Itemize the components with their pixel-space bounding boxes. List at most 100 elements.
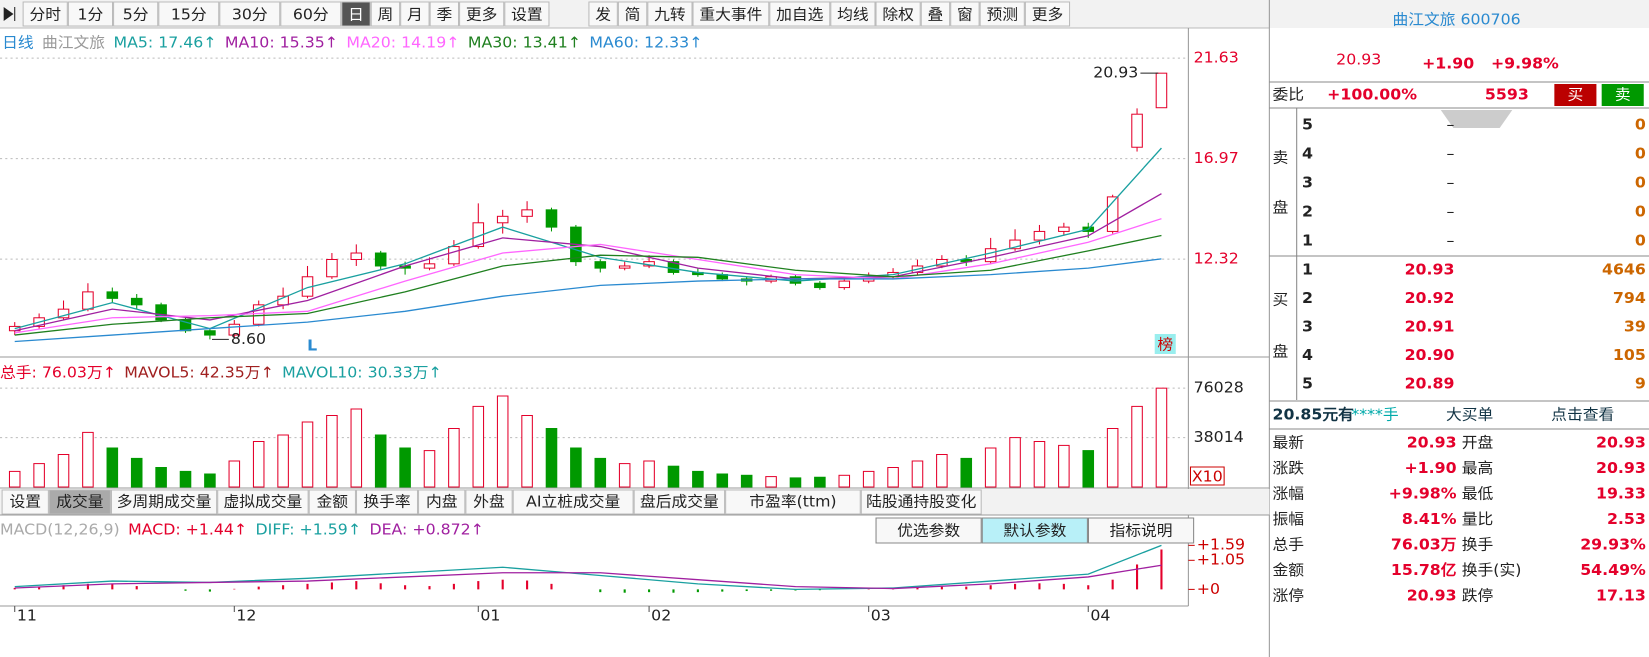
sell-button[interactable]: 卖 bbox=[1615, 86, 1631, 104]
toolbar-button-bg[interactable] bbox=[692, 1, 770, 27]
tab-bg[interactable] bbox=[465, 489, 513, 515]
candle-body bbox=[106, 291, 119, 299]
toolbar-button[interactable]: 设置 bbox=[511, 6, 543, 24]
indicator-button-bg[interactable] bbox=[1087, 517, 1195, 544]
stat-value: 76.03万 bbox=[1391, 536, 1457, 554]
bang-mark[interactable]: 榜 bbox=[1157, 336, 1173, 354]
collapse-icon[interactable] bbox=[1440, 110, 1513, 128]
indicator-button[interactable]: 指标说明 bbox=[1110, 522, 1173, 540]
toolbar-button[interactable]: 均线 bbox=[837, 6, 869, 24]
toolbar-button-bg[interactable] bbox=[617, 1, 648, 27]
toolbar-button-bg[interactable] bbox=[875, 1, 921, 27]
tab[interactable]: 市盈率(ttm) bbox=[749, 493, 836, 511]
toolbar-button[interactable]: 15分 bbox=[171, 6, 207, 24]
toolbar-button[interactable]: 周 bbox=[378, 6, 394, 24]
toolbar-button-bg[interactable] bbox=[429, 1, 460, 27]
toolbar-button-bg[interactable] bbox=[647, 1, 693, 27]
tab-bg[interactable] bbox=[512, 489, 634, 515]
tab-bg[interactable] bbox=[110, 489, 218, 515]
tab[interactable]: 换手率 bbox=[363, 493, 410, 511]
toolbar-button-bg[interactable] bbox=[113, 1, 159, 27]
tab[interactable]: 内盘 bbox=[426, 492, 458, 511]
tab[interactable]: 陆股通持股变化 bbox=[866, 493, 976, 511]
candle-body bbox=[667, 261, 680, 273]
level: 3 bbox=[1302, 318, 1313, 336]
toolbar-button-bg[interactable] bbox=[830, 1, 876, 27]
tab-bg[interactable] bbox=[1, 489, 49, 515]
tab-bg[interactable] bbox=[725, 489, 861, 515]
toolbar-button-bg[interactable] bbox=[158, 1, 220, 27]
tab[interactable]: 外盘 bbox=[473, 492, 505, 511]
toolbar-button-bg[interactable] bbox=[400, 1, 430, 27]
level: 5 bbox=[1302, 375, 1313, 393]
tab-bg[interactable] bbox=[308, 489, 356, 515]
tab[interactable]: 多周期成交量 bbox=[117, 493, 212, 511]
toolbar-button[interactable]: 30分 bbox=[232, 6, 268, 24]
toolbar-button[interactable]: 更多 bbox=[466, 6, 498, 24]
level: 4 bbox=[1302, 145, 1313, 163]
toolbar-button-bg[interactable] bbox=[67, 1, 114, 27]
toolbar-button[interactable]: 分时 bbox=[29, 6, 61, 24]
toolbar-button[interactable]: 预测 bbox=[986, 6, 1018, 24]
buy-button[interactable]: 买 bbox=[1568, 86, 1584, 104]
tab-bg[interactable] bbox=[418, 489, 466, 515]
level-volume: 9 bbox=[1635, 375, 1646, 393]
level: 2 bbox=[1302, 289, 1313, 307]
toolbar-button-bg[interactable] bbox=[459, 1, 505, 27]
toolbar-button-bg[interactable] bbox=[588, 1, 618, 27]
indicator-button[interactable]: 默认参数 bbox=[1003, 522, 1066, 540]
toolbar-button-bg[interactable] bbox=[504, 1, 550, 27]
toolbar-button[interactable]: 发 bbox=[595, 6, 611, 24]
toolbar-button-bg[interactable] bbox=[370, 1, 401, 27]
toolbar-button[interactable]: 月 bbox=[407, 6, 423, 24]
buy-button-bg[interactable] bbox=[1554, 84, 1597, 106]
toolbar-button-bg[interactable] bbox=[979, 1, 1025, 27]
tab-bg[interactable] bbox=[633, 489, 726, 515]
toolbar-button-bg[interactable] bbox=[22, 1, 68, 27]
y-tick-label: 16.97 bbox=[1194, 149, 1239, 167]
tab[interactable]: AI立桩成交量 bbox=[526, 493, 620, 511]
toolbar-button-bg[interactable] bbox=[920, 1, 951, 27]
tab-bg[interactable] bbox=[48, 489, 111, 515]
toolbar-icon[interactable] bbox=[3, 7, 16, 21]
candle-body bbox=[423, 263, 436, 269]
tab[interactable]: 成交量 bbox=[56, 493, 103, 511]
toolbar-button[interactable]: 1分 bbox=[78, 6, 104, 24]
tab[interactable]: 金额 bbox=[317, 493, 349, 511]
toolbar-button[interactable]: 日 bbox=[348, 6, 364, 24]
toolbar-button[interactable]: 除权 bbox=[882, 6, 914, 24]
sell-button-bg[interactable] bbox=[1601, 84, 1644, 106]
tab-bg[interactable] bbox=[217, 489, 309, 515]
toolbar-button[interactable]: 叠 bbox=[928, 6, 944, 24]
toolbar-button[interactable]: 简 bbox=[625, 6, 641, 24]
toolbar-button-bg[interactable] bbox=[1024, 1, 1071, 27]
toolbar-button[interactable]: 60分 bbox=[293, 6, 329, 24]
tab[interactable]: 盘后成交量 bbox=[640, 492, 719, 511]
weibi-value: +100.00% bbox=[1327, 86, 1417, 104]
toolbar-button[interactable]: 季 bbox=[436, 6, 452, 24]
toolbar-button[interactable]: 九转 bbox=[654, 6, 686, 24]
toolbar-button-bg[interactable] bbox=[219, 1, 281, 27]
candle-body bbox=[374, 252, 387, 267]
indicator-button-bg[interactable] bbox=[981, 517, 1088, 544]
tab[interactable]: 虚拟成交量 bbox=[224, 493, 303, 511]
toolbar-button-bg[interactable] bbox=[341, 1, 371, 27]
toolbar-button-bg[interactable] bbox=[280, 1, 342, 27]
toolbar-button[interactable]: 加自选 bbox=[776, 6, 823, 24]
big-order-link[interactable]: 点击查看 bbox=[1551, 406, 1614, 424]
toolbar-button-bg[interactable] bbox=[769, 1, 831, 27]
toolbar-button-bg[interactable] bbox=[950, 1, 980, 27]
tab-bg[interactable] bbox=[355, 489, 419, 515]
tab-bg[interactable] bbox=[860, 489, 982, 515]
volume-bar bbox=[1082, 450, 1095, 488]
toolbar-button[interactable]: 更多 bbox=[1032, 6, 1064, 24]
indicator-button-bg[interactable] bbox=[875, 517, 982, 544]
toolbar-button[interactable]: 5分 bbox=[123, 6, 149, 24]
volume-bar bbox=[496, 395, 509, 488]
indicator-button[interactable]: 优选参数 bbox=[897, 522, 960, 540]
level-price: 20.93 bbox=[1405, 261, 1455, 279]
toolbar-button[interactable]: 窗 bbox=[957, 6, 973, 24]
toolbar-button[interactable]: 重大事件 bbox=[699, 6, 762, 24]
tab[interactable]: 设置 bbox=[9, 493, 41, 511]
level-price: 20.90 bbox=[1405, 346, 1455, 364]
